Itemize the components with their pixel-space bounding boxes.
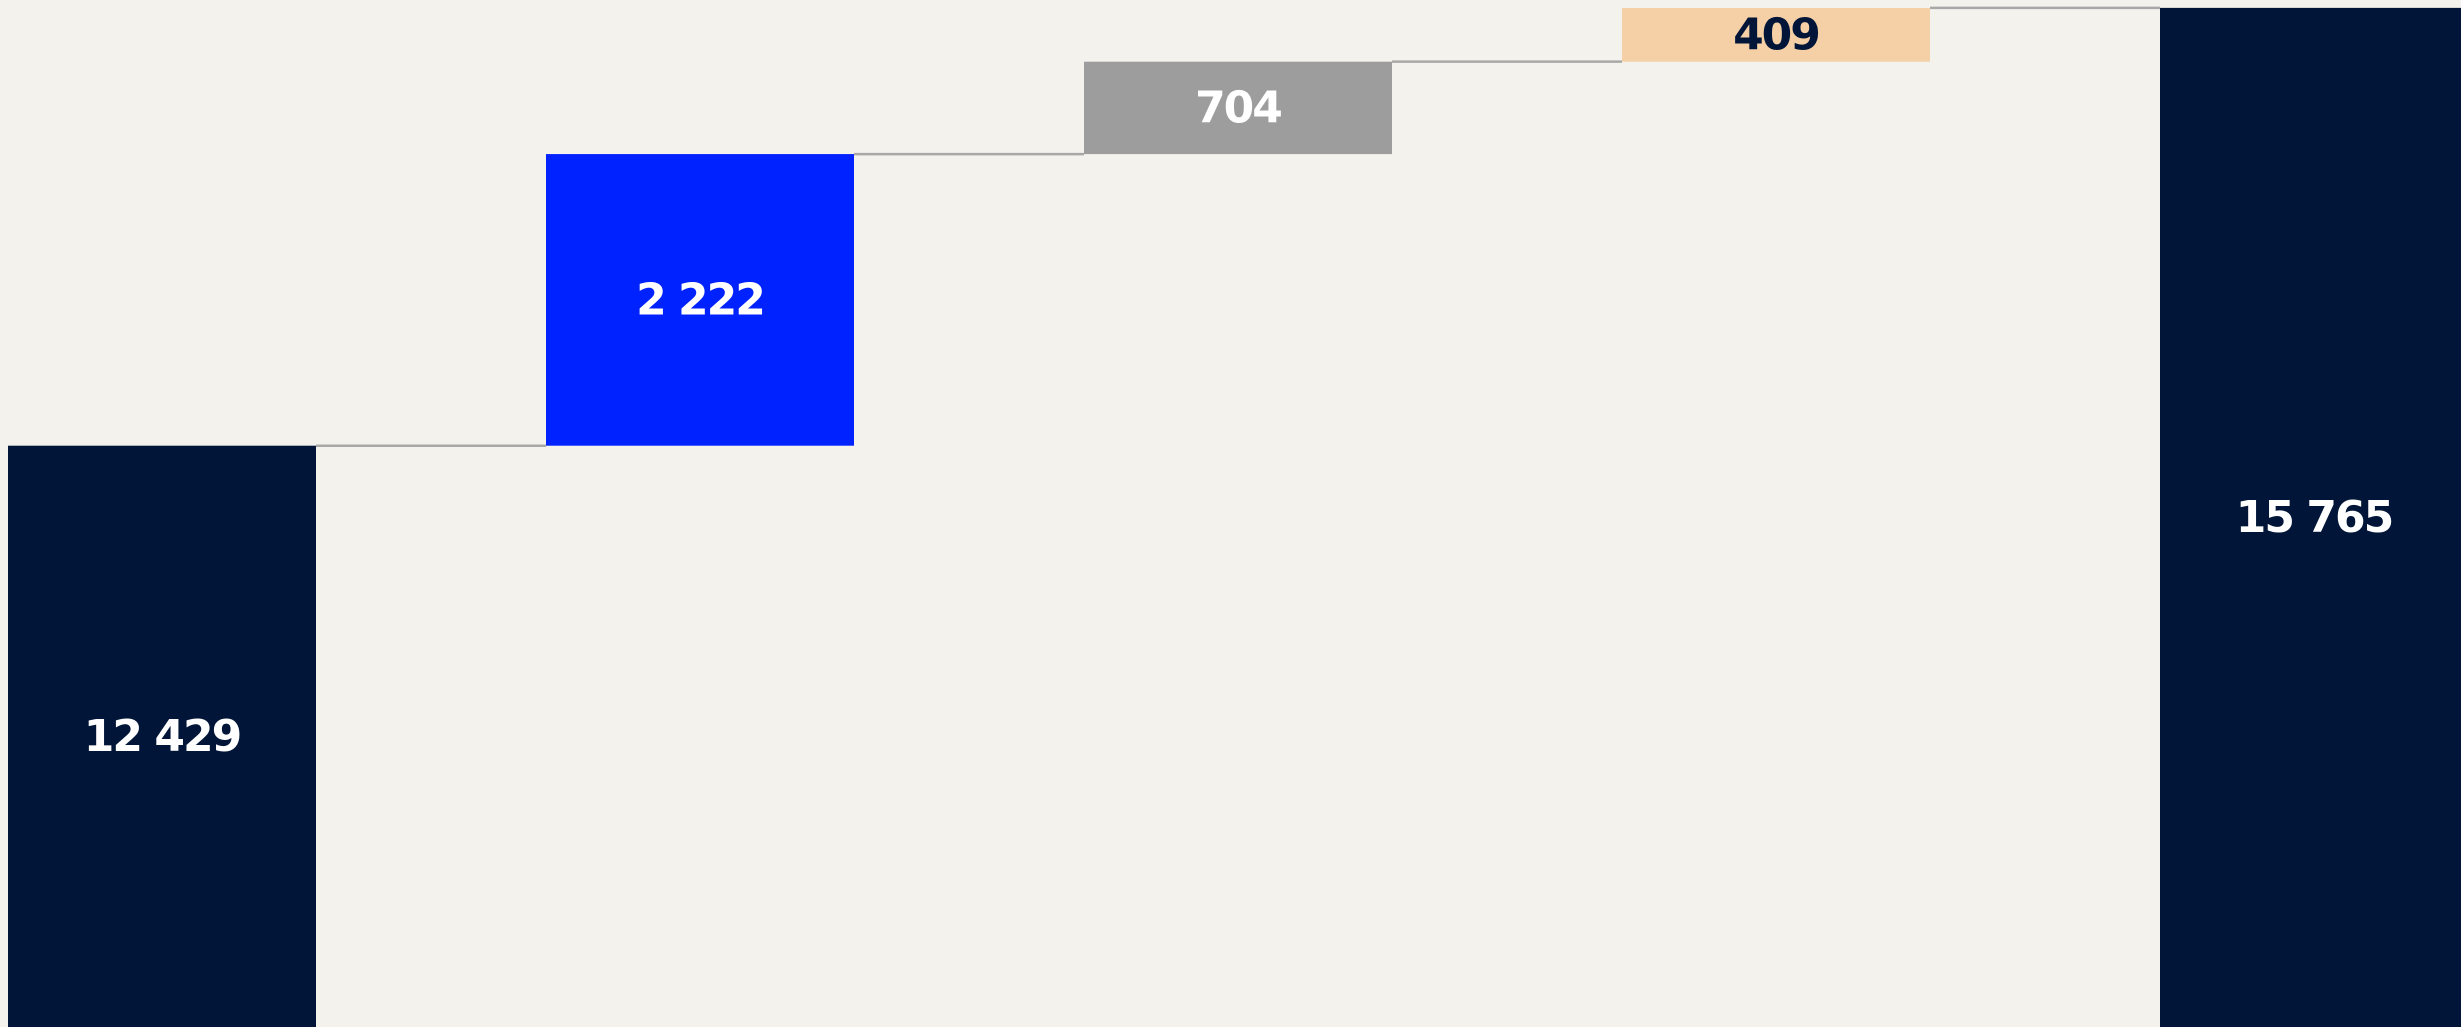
value-label: 2 222 bbox=[636, 274, 764, 325]
value-label: 12 429 bbox=[84, 711, 240, 762]
bar bbox=[1622, 8, 1930, 62]
value-label: 409 bbox=[1733, 9, 1819, 60]
bar bbox=[1084, 61, 1392, 155]
bar bbox=[8, 445, 316, 1027]
bar bbox=[546, 154, 854, 446]
value-label: 15 765 bbox=[2236, 492, 2392, 543]
bar bbox=[2160, 7, 2461, 1027]
value-label: 704 bbox=[1195, 82, 1281, 133]
